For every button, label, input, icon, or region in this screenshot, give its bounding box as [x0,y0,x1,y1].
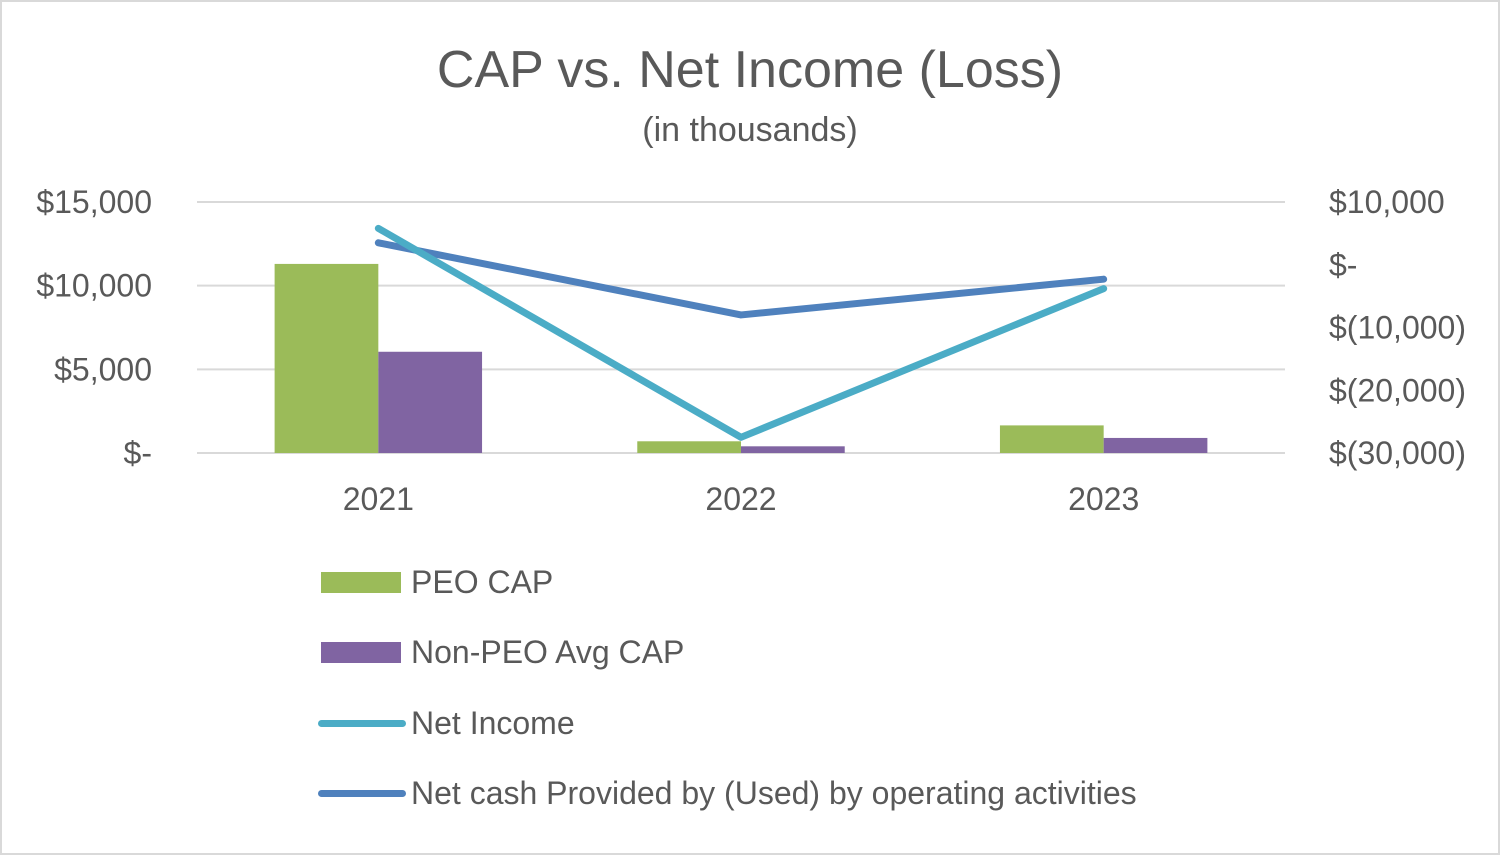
x-tick-label: 2023 [1068,481,1139,517]
y-right-tick-label: $10,000 [1329,184,1445,220]
legend-swatch-peo-cap [321,572,401,593]
bar-peo-cap [999,425,1104,453]
legend-label-net-income: Net Income [411,705,575,741]
legend-swatch-non-peo-avg-cap [321,642,401,663]
line-net-income [374,224,1108,441]
bar-peo-cap [274,263,379,453]
y-right-tick-label: $- [1329,247,1357,283]
bar-non-peo-avg-cap [378,351,483,453]
legend-swatch-net-cash [318,790,406,797]
y-right-tick-label: $(10,000) [1329,310,1466,346]
x-tick-label: 2022 [705,481,776,517]
line-net-cash-provided-by-used-by-operating-activities [374,239,1108,319]
y-right-tick-label: $(20,000) [1329,372,1466,408]
bar-non-peo-avg-cap [741,446,845,453]
bar-peo-cap [637,441,741,453]
chart-subtitle: (in thousands) [642,111,858,149]
y-left-tick-label: $- [124,435,152,471]
y-left-tick-label: $15,000 [36,184,152,220]
chart-title: CAP vs. Net Income (Loss) [436,41,1064,99]
legend-label-net-cash: Net cash Provided by (Used) by operating… [411,775,1137,811]
bar-non-peo-avg-cap [1103,437,1208,453]
y-right-tick-label: $(30,000) [1329,435,1466,471]
y-left-tick-label: $10,000 [36,268,152,304]
x-tick-label: 2021 [343,481,414,517]
legend-swatch-net-income [318,720,406,727]
y-left-tick-label: $5,000 [54,351,152,387]
legend-label-non-peo-avg-cap: Non-PEO Avg CAP [411,634,685,670]
legend-label-peo-cap: PEO CAP [411,564,554,600]
